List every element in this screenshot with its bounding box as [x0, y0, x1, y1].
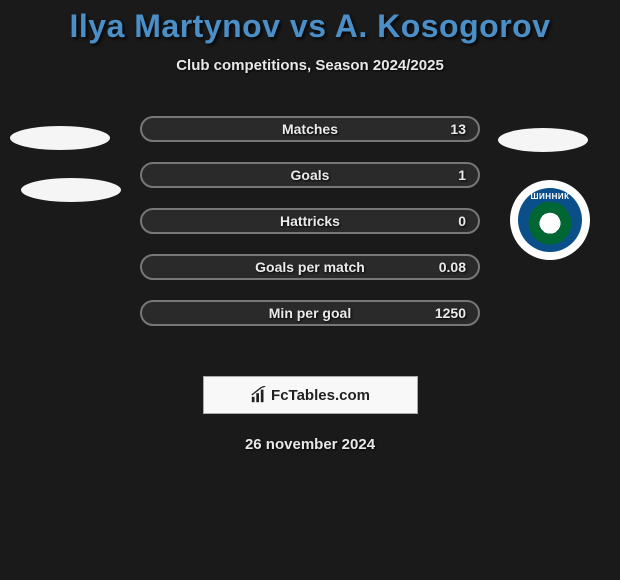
stat-label: Matches: [282, 121, 338, 137]
stat-value: 0.08: [439, 259, 466, 275]
stat-bar-min-per-goal: Min per goal 1250: [140, 300, 480, 326]
stat-value: 13: [450, 121, 466, 137]
stat-value: 1: [458, 167, 466, 183]
placeholder-oval-right-1: [498, 128, 588, 152]
brand-text: FcTables.com: [271, 387, 370, 404]
brand-box[interactable]: FcTables.com: [203, 376, 418, 414]
stat-bar-goals-per-match: Goals per match 0.08: [140, 254, 480, 280]
stat-row: Goals per match 0.08: [0, 254, 620, 300]
page-title: Ilya Martynov vs A. Kosogorov: [0, 0, 620, 45]
page-subtitle: Club competitions, Season 2024/2025: [0, 57, 620, 74]
shinnik-logo-icon: ШИННИК: [518, 188, 582, 252]
stat-value: 0: [458, 213, 466, 229]
stat-label: Hattricks: [280, 213, 340, 229]
stat-bar-matches: Matches 13: [140, 116, 480, 142]
club-logo: ШИННИК: [510, 180, 590, 260]
stat-bar-hattricks: Hattricks 0: [140, 208, 480, 234]
stat-label: Goals per match: [255, 259, 365, 275]
stat-value: 1250: [435, 305, 466, 321]
footer-date: 26 november 2024: [0, 436, 620, 453]
bar-chart-icon: [250, 386, 268, 404]
stat-label: Goals: [291, 167, 330, 183]
club-logo-text: ШИННИК: [531, 192, 570, 201]
stat-row: Min per goal 1250: [0, 300, 620, 346]
stat-label: Min per goal: [269, 305, 351, 321]
placeholder-oval-left-2: [21, 178, 121, 202]
placeholder-oval-left-1: [10, 126, 110, 150]
stat-bar-goals: Goals 1: [140, 162, 480, 188]
